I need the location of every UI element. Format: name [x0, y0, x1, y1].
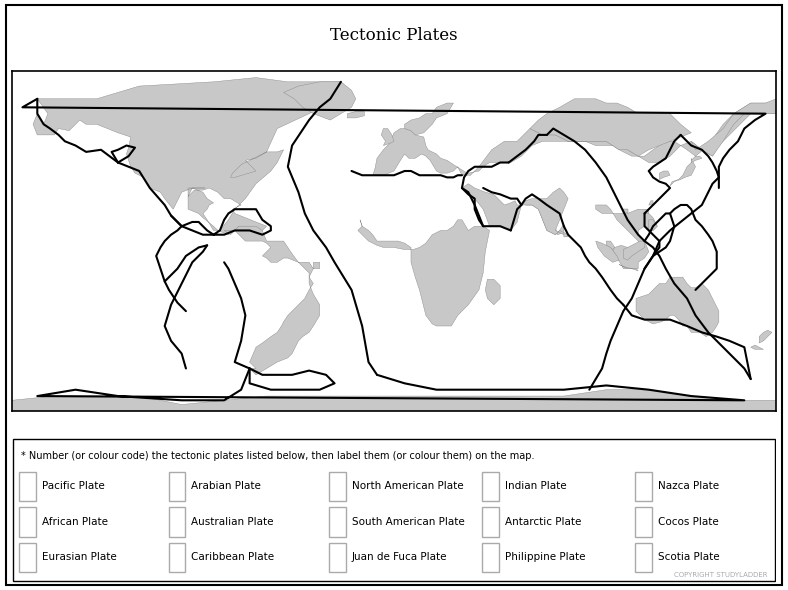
- Text: Indian Plate: Indian Plate: [505, 481, 567, 491]
- Text: Antarctic Plate: Antarctic Plate: [505, 517, 582, 527]
- Text: COPYRIGHT STUDYLADDER: COPYRIGHT STUDYLADDER: [674, 572, 767, 578]
- Polygon shape: [596, 205, 649, 268]
- Polygon shape: [691, 156, 702, 162]
- Polygon shape: [404, 103, 453, 135]
- Polygon shape: [12, 389, 776, 411]
- Polygon shape: [623, 241, 645, 260]
- Text: Tectonic Plates: Tectonic Plates: [330, 27, 458, 44]
- Bar: [635, 507, 652, 537]
- Polygon shape: [645, 214, 657, 231]
- Bar: [20, 471, 36, 501]
- Polygon shape: [530, 99, 691, 156]
- Bar: [329, 507, 346, 537]
- Text: * Number (or colour code) the tectonic plates listed below, then label them (or : * Number (or colour code) the tectonic p…: [21, 451, 534, 461]
- Bar: [169, 507, 185, 537]
- Bar: [482, 471, 499, 501]
- Bar: [635, 471, 652, 501]
- Polygon shape: [564, 232, 568, 237]
- Text: Nazca Plate: Nazca Plate: [658, 481, 719, 491]
- Text: Pacific Plate: Pacific Plate: [43, 481, 105, 491]
- Text: Scotia Plate: Scotia Plate: [658, 552, 719, 562]
- Bar: [482, 507, 499, 537]
- Bar: [169, 543, 185, 572]
- Polygon shape: [691, 99, 776, 156]
- Polygon shape: [358, 220, 489, 326]
- Bar: [635, 543, 652, 572]
- Bar: [169, 471, 185, 501]
- Text: Cocos Plate: Cocos Plate: [658, 517, 719, 527]
- Text: South American Plate: South American Plate: [352, 517, 465, 527]
- Polygon shape: [224, 226, 320, 375]
- Bar: [329, 471, 346, 501]
- Polygon shape: [649, 201, 653, 205]
- Polygon shape: [522, 188, 568, 235]
- Bar: [20, 543, 36, 572]
- Text: African Plate: African Plate: [43, 517, 109, 527]
- Polygon shape: [381, 129, 394, 146]
- Polygon shape: [759, 330, 772, 343]
- Text: Australian Plate: Australian Plate: [191, 517, 274, 527]
- Polygon shape: [660, 171, 670, 179]
- Bar: [329, 543, 346, 572]
- Polygon shape: [670, 158, 696, 186]
- Text: North American Plate: North American Plate: [352, 481, 463, 491]
- Polygon shape: [606, 241, 615, 250]
- Polygon shape: [373, 129, 470, 175]
- Text: Arabian Plate: Arabian Plate: [191, 481, 262, 491]
- Text: Juan de Fuca Plate: Juan de Fuca Plate: [352, 552, 448, 562]
- Bar: [20, 507, 36, 537]
- Polygon shape: [596, 241, 619, 263]
- Text: Eurasian Plate: Eurasian Plate: [43, 552, 117, 562]
- Polygon shape: [619, 264, 638, 271]
- Text: Philippine Plate: Philippine Plate: [505, 552, 585, 562]
- Bar: [482, 543, 499, 572]
- Polygon shape: [348, 112, 364, 118]
- Polygon shape: [751, 345, 764, 349]
- Polygon shape: [462, 183, 522, 231]
- Polygon shape: [485, 279, 500, 305]
- Polygon shape: [623, 209, 627, 214]
- Polygon shape: [462, 103, 776, 175]
- Polygon shape: [33, 77, 351, 235]
- Polygon shape: [649, 220, 657, 231]
- Polygon shape: [284, 82, 355, 120]
- Polygon shape: [636, 277, 719, 337]
- Text: Caribbean Plate: Caribbean Plate: [191, 552, 274, 562]
- Polygon shape: [526, 203, 564, 235]
